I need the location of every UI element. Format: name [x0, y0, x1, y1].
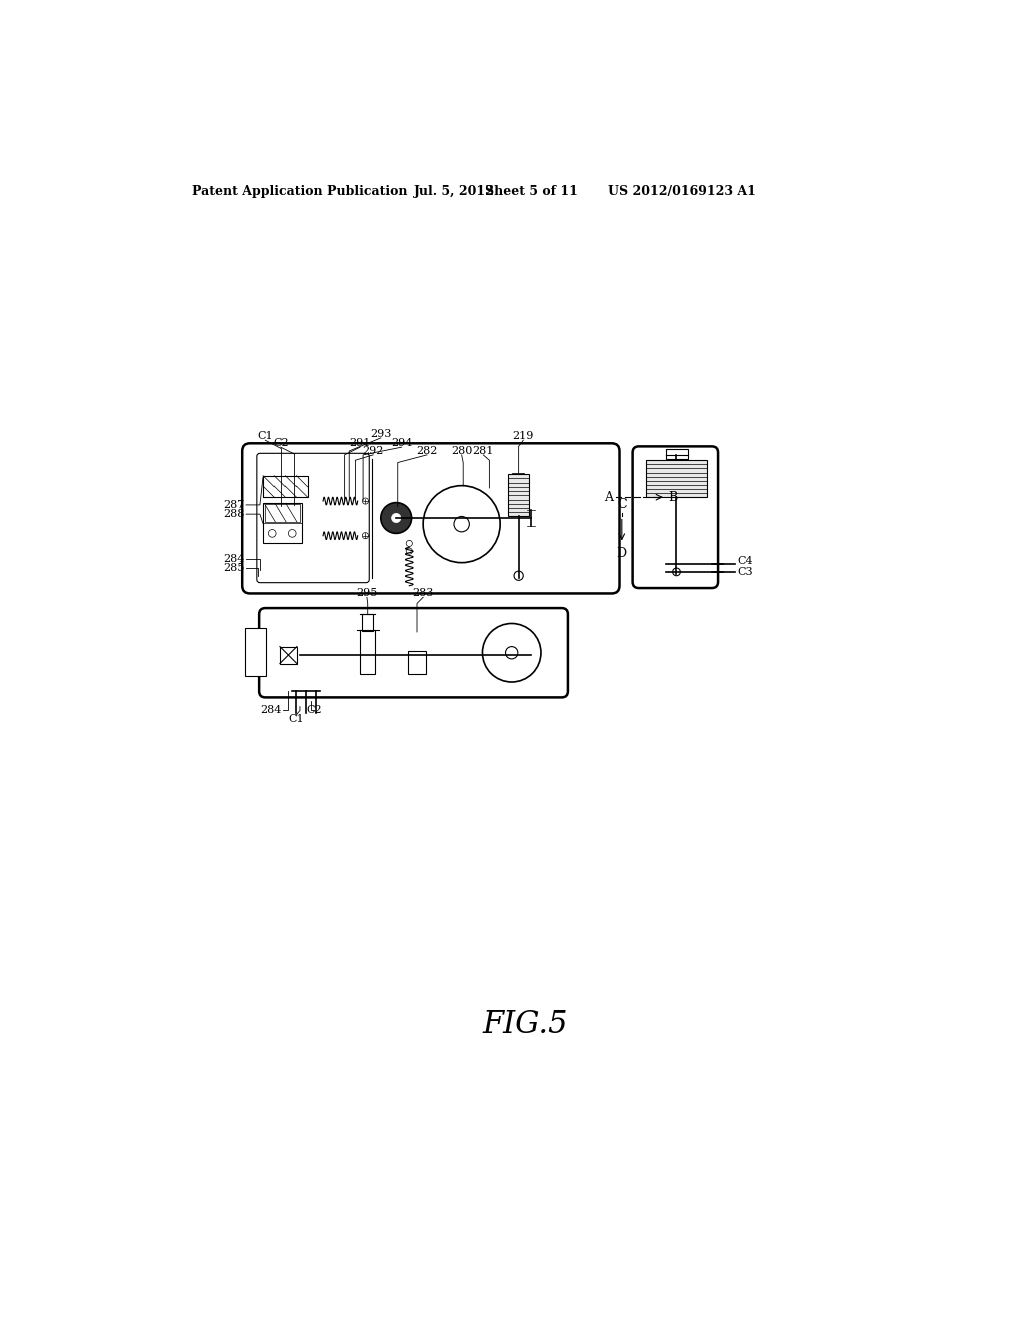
Text: Jul. 5, 2012: Jul. 5, 2012	[414, 185, 495, 198]
Text: A: A	[603, 491, 612, 504]
Text: 294: 294	[391, 438, 413, 449]
Text: C1: C1	[289, 714, 304, 723]
Text: 287: 287	[223, 500, 245, 510]
Text: 280: 280	[451, 446, 472, 455]
Bar	[362, 614, 373, 631]
Text: C: C	[617, 499, 627, 511]
Text: US 2012/0169123 A1: US 2012/0169123 A1	[608, 185, 756, 198]
Text: FIG.5: FIG.5	[482, 1010, 567, 1040]
Text: 284: 284	[223, 554, 245, 564]
Circle shape	[482, 623, 541, 682]
Text: Patent Application Publication: Patent Application Publication	[193, 185, 408, 198]
Bar	[508, 474, 529, 516]
Bar	[280, 647, 297, 664]
Text: 291: 291	[349, 438, 371, 449]
Bar	[263, 475, 307, 498]
Bar	[408, 651, 426, 675]
FancyBboxPatch shape	[633, 446, 718, 589]
Circle shape	[391, 513, 400, 523]
Text: C1: C1	[257, 430, 273, 441]
Text: 281: 281	[472, 446, 494, 455]
FancyBboxPatch shape	[257, 453, 370, 582]
Bar	[245, 628, 266, 676]
Circle shape	[454, 516, 469, 532]
Circle shape	[381, 503, 412, 533]
Text: C3: C3	[737, 566, 753, 577]
Text: 285: 285	[223, 564, 245, 573]
FancyBboxPatch shape	[259, 609, 568, 697]
Bar	[360, 630, 376, 675]
Text: 295: 295	[356, 589, 378, 598]
Bar	[264, 504, 300, 521]
Text: Sheet 5 of 11: Sheet 5 of 11	[484, 185, 578, 198]
Bar	[263, 503, 301, 544]
Text: C4: C4	[737, 556, 753, 566]
Text: C2: C2	[273, 438, 289, 449]
Circle shape	[506, 647, 518, 659]
Text: 283: 283	[413, 589, 434, 598]
Text: 284: 284	[260, 705, 282, 715]
Text: 282: 282	[417, 446, 437, 455]
Text: 292: 292	[362, 446, 384, 455]
FancyBboxPatch shape	[243, 444, 620, 594]
Text: B: B	[668, 491, 677, 504]
Circle shape	[423, 486, 500, 562]
Text: D: D	[616, 548, 627, 560]
Bar	[667, 449, 688, 459]
Text: 288: 288	[223, 510, 245, 519]
Text: 293: 293	[370, 429, 391, 440]
Text: C2: C2	[306, 705, 322, 715]
Bar	[646, 461, 707, 498]
Text: 219: 219	[513, 430, 534, 441]
